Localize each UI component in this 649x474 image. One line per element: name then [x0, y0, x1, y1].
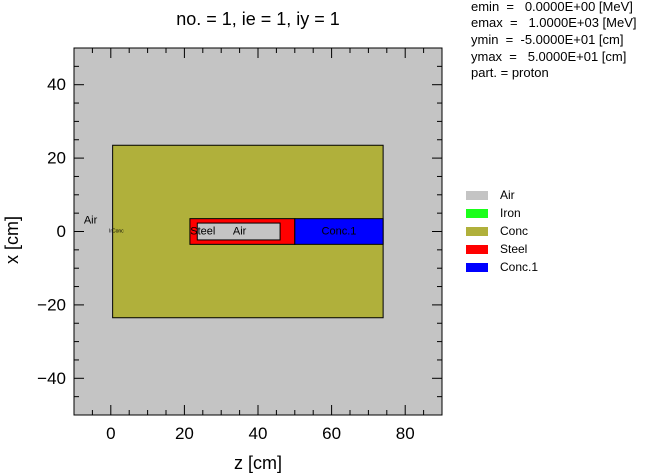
legend-swatch-steel: [466, 245, 488, 254]
region-label-2: Steel: [190, 226, 215, 238]
x-tick-label: 80: [396, 424, 415, 443]
legend-label-iron: Iron: [500, 206, 521, 220]
legend-label-steel: Steel: [500, 242, 528, 256]
x-tick-label: 60: [322, 424, 341, 443]
tick-layer: 0 20 40 60 80 −40 −20 0 20 40: [37, 47, 443, 443]
info-particle: part. = proton: [471, 65, 549, 80]
y-tick-label: −40: [37, 369, 66, 388]
region-label-0: Air: [84, 214, 98, 226]
info-ymin: ymin = -5.0000E+01 [cm]: [471, 32, 624, 47]
y-tick-label: 20: [47, 149, 66, 168]
region-layer: [74, 48, 442, 415]
y-tick-label: −20: [37, 295, 66, 314]
y-tick-label: 40: [47, 75, 66, 94]
info-emin: emin = 0.0000E+00 [MeV]: [471, 0, 633, 14]
legend-item-air: Air: [466, 188, 636, 207]
legend-item-iron: Iron: [466, 206, 636, 225]
x-axis-label: z [cm]: [234, 453, 282, 473]
y-axis-label: x [cm]: [2, 216, 22, 264]
info-emax: emax = 1.0000E+03 [MeV]: [471, 15, 637, 30]
region-air-3: [196, 222, 281, 241]
legend-swatch-conc-1: [466, 263, 488, 272]
legend-item-conc-1: Conc.1: [466, 260, 636, 279]
legend-label-conc-1: Conc.1: [500, 260, 539, 274]
y-tick-label: 0: [57, 222, 66, 241]
region-label-4: Conc.1: [322, 226, 357, 238]
legend-swatch-conc: [466, 227, 488, 236]
legend-label-air: Air: [500, 188, 515, 202]
legend-swatch-iron: [466, 209, 488, 218]
plot-title: no. = 1, ie = 1, iy = 1: [176, 9, 340, 29]
region-conc-1-4: [294, 218, 384, 245]
x-tick-label: 0: [106, 424, 115, 443]
legend-item-conc: Conc: [466, 224, 636, 243]
info-ymax: ymax = 5.0000E+01 [cm]: [471, 49, 627, 64]
legend-item-steel: Steel: [466, 242, 636, 261]
x-tick-label: 20: [175, 424, 194, 443]
region-label-3: Air: [233, 226, 247, 238]
legend-label-conc: Conc: [500, 224, 529, 238]
legend-swatch-air: [466, 191, 488, 200]
x-tick-label: 40: [249, 424, 268, 443]
run-info-panel: emin = 0.0000E+00 [MeV] emax = 1.0000E+0…: [449, 0, 649, 86]
region-label-layer: Air IrConc Steel Air Conc.1: [84, 214, 357, 237]
material-legend: Air Iron Conc Steel Conc.1: [466, 188, 636, 279]
region-label-1: IrConc: [109, 229, 124, 235]
